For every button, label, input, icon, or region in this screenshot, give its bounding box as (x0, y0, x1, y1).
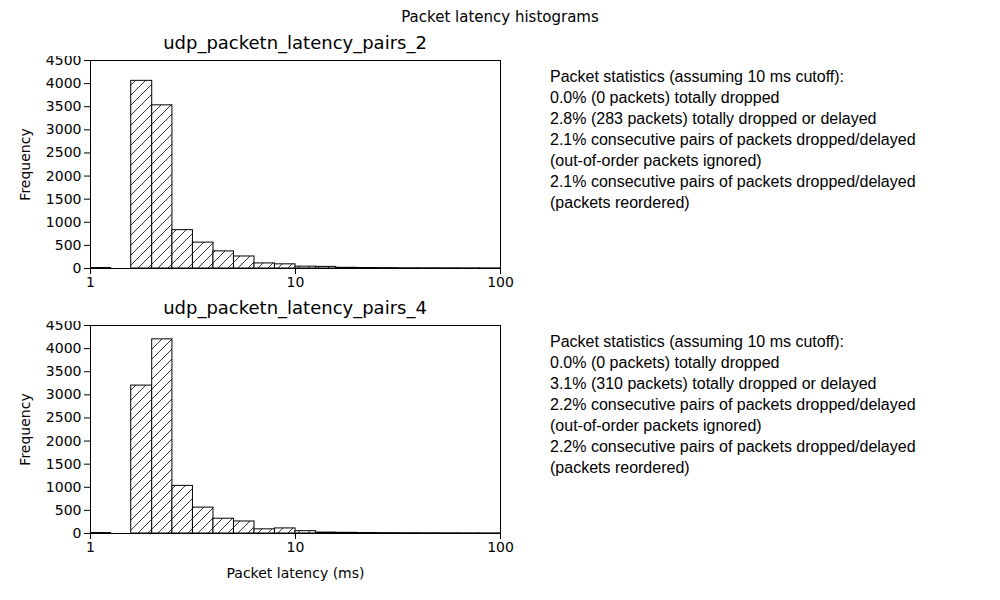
svg-text:2000: 2000 (46, 168, 82, 184)
svg-text:1: 1 (86, 274, 95, 290)
svg-text:100: 100 (487, 274, 514, 290)
svg-text:4500: 4500 (46, 321, 82, 333)
html-text:udp_packetn_latency_pairs_2: udp_packetn_latency_pairs_2 (163, 32, 427, 53)
html-text:0.0% (0 packets) totally dropp: 0.0% (0 packets) totally dropped (550, 89, 780, 106)
svg-text:4500: 4500 (46, 56, 82, 68)
html-text:0.0% (0 packets) totally dropp: 0.0% (0 packets) totally dropped (550, 354, 780, 371)
svg-text:1500: 1500 (46, 456, 82, 472)
svg-text:3500: 3500 (46, 98, 82, 114)
svg-text:0: 0 (73, 525, 82, 541)
html-text:udp_packetn_latency_pairs_4: udp_packetn_latency_pairs_4 (163, 297, 427, 318)
html-text:Packet statistics (assuming 10: Packet statistics (assuming 10 ms cutoff… (550, 333, 844, 350)
html-text:2.1% consecutive pairs of pack: 2.1% consecutive pairs of packets droppe… (550, 131, 916, 148)
html-text:2.2% consecutive pairs of pack: 2.2% consecutive pairs of packets droppe… (550, 396, 916, 413)
svg-text:2500: 2500 (46, 144, 82, 160)
html-text:3.1% (310 packets) totally dro: 3.1% (310 packets) totally dropped or de… (550, 375, 877, 392)
html-text:2.1% consecutive pairs of pack: 2.1% consecutive pairs of packets droppe… (550, 173, 916, 190)
svg-text:500: 500 (55, 237, 82, 253)
svg-text:2000: 2000 (46, 433, 82, 449)
html-text:Packet latency histograms: Packet latency histograms (401, 8, 599, 26)
svg-text:500: 500 (55, 502, 82, 518)
svg-text:1000: 1000 (46, 479, 82, 495)
svg-text:1000: 1000 (46, 214, 82, 230)
svg-text:Frequency: Frequency (17, 128, 33, 200)
svg-text:1: 1 (86, 539, 95, 555)
svg-text:4000: 4000 (46, 75, 82, 91)
svg-text:3500: 3500 (46, 363, 82, 379)
svg-text:0: 0 (73, 260, 82, 276)
html-text:Packet statistics (assuming 10: Packet statistics (assuming 10 ms cutoff… (550, 68, 844, 85)
svg-text:4000: 4000 (46, 340, 82, 356)
html-text:2.8% (283 packets) totally dro: 2.8% (283 packets) totally dropped or de… (550, 110, 877, 127)
svg-text:Frequency: Frequency (17, 393, 33, 465)
html-text:(packets reordered): (packets reordered) (550, 459, 690, 476)
svg-text:10: 10 (287, 539, 305, 555)
html-text:(out-of-order packets ignored): (out-of-order packets ignored) (550, 417, 762, 434)
svg-text:3000: 3000 (46, 121, 82, 137)
svg-text:100: 100 (487, 539, 514, 555)
html-text:(packets reordered): (packets reordered) (550, 194, 690, 211)
svg-text:3000: 3000 (46, 386, 82, 402)
svg-text:10: 10 (287, 274, 305, 290)
svg-text:Packet latency (ms): Packet latency (ms) (227, 565, 365, 581)
html-text:(out-of-order packets ignored): (out-of-order packets ignored) (550, 152, 762, 169)
html-text:2.2% consecutive pairs of pack: 2.2% consecutive pairs of packets droppe… (550, 438, 916, 455)
svg-text:1500: 1500 (46, 191, 82, 207)
svg-text:2500: 2500 (46, 409, 82, 425)
